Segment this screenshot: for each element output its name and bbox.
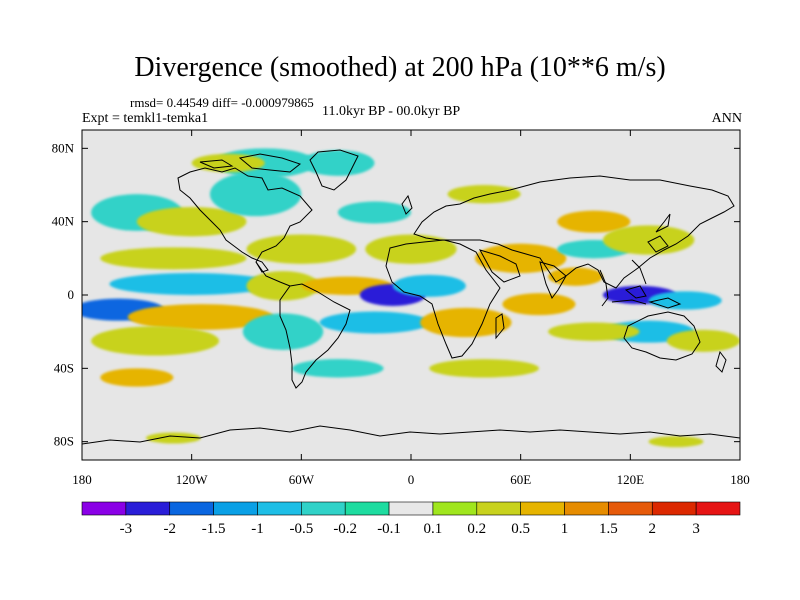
coastline-antarctica xyxy=(82,425,740,445)
anomaly-region xyxy=(100,247,247,270)
anomaly-region xyxy=(91,326,220,356)
coastline-central-america xyxy=(255,261,291,287)
coastline-uk xyxy=(401,194,413,215)
anomaly-region xyxy=(127,304,274,330)
anomaly-region xyxy=(474,243,567,273)
y-tick-label: 80S xyxy=(54,434,74,449)
anomaly-region xyxy=(319,311,430,334)
colorbar-swatch xyxy=(608,501,653,516)
y-tick-label: 40S xyxy=(54,360,74,375)
colorbar-swatch xyxy=(125,501,171,516)
colorbar-label: -1.5 xyxy=(202,521,226,537)
anomaly-region xyxy=(548,322,640,341)
anomaly-region xyxy=(666,329,740,352)
x-tick-label: 60E xyxy=(510,472,531,487)
colorbar-label: 0.5 xyxy=(511,521,530,537)
colorbar-label: -0.1 xyxy=(377,521,401,537)
colorbar-label: 3 xyxy=(692,521,700,537)
anomaly-region xyxy=(548,267,603,286)
y-tick-label: 0 xyxy=(68,287,75,302)
colorbar-swatch xyxy=(213,501,258,516)
anomaly-region xyxy=(209,172,302,217)
coastline-australia xyxy=(623,311,701,361)
x-tick-label: 180 xyxy=(72,472,92,487)
colorbar-label: -2 xyxy=(163,521,176,537)
period-label: 11.0kyr BP - 00.0kyr BP xyxy=(322,104,461,119)
anomaly-region xyxy=(109,273,274,295)
colorbar-swatch xyxy=(81,501,127,516)
coastline-greenland xyxy=(309,149,359,191)
x-tick-label: 120E xyxy=(617,472,645,487)
colorbar-swatch xyxy=(388,501,434,516)
coastline-japan xyxy=(655,213,671,233)
colorbar-label: -0.2 xyxy=(333,521,357,537)
anomaly-region xyxy=(191,153,265,173)
colorbar-swatch xyxy=(520,501,565,516)
coastline-new-zealand xyxy=(715,350,727,373)
colorbar-swatch xyxy=(257,501,302,516)
coastline-north-america xyxy=(177,167,313,273)
anomaly-region xyxy=(557,210,631,233)
experiment-label: Expt = temkl1-temka1 xyxy=(82,111,209,126)
colorbar-swatch xyxy=(432,501,478,516)
anomaly-region xyxy=(246,271,320,301)
anomaly-region xyxy=(420,307,512,338)
x-tick-label: 0 xyxy=(408,472,415,487)
colorbar-label: 0.2 xyxy=(467,521,486,537)
anomaly-region xyxy=(365,234,457,264)
colorbar-swatch xyxy=(344,501,390,516)
coastline-se-asia xyxy=(599,235,682,309)
divergence-field xyxy=(82,148,740,448)
stats-line: rmsd= 0.44549 diff= -0.000979865 xyxy=(130,95,314,110)
y-tick-label: 80N xyxy=(52,140,75,155)
colorbar-swatch xyxy=(564,501,609,516)
season-label: ANN xyxy=(711,111,742,126)
colorbar-label: 0.1 xyxy=(424,521,443,537)
anomaly-region xyxy=(292,359,384,378)
axis-ticks: 180 120W 60W 0 60E 120E 180 80N 40N 0 40S 80S xyxy=(52,130,750,487)
coastline-south-america xyxy=(279,283,351,389)
coastline-eurasia xyxy=(413,175,735,289)
colorbar-label: -3 xyxy=(120,521,133,537)
x-tick-label: 120W xyxy=(176,472,209,487)
anomaly-region xyxy=(337,201,412,224)
colorbar-label: -1 xyxy=(251,521,264,537)
y-tick-label: 40N xyxy=(52,214,75,229)
colorbar-swatch xyxy=(301,501,346,516)
coastline-madagascar xyxy=(495,313,505,340)
colorbar-label: 1 xyxy=(561,521,569,537)
anomaly-region xyxy=(145,432,201,444)
colorbar-label: 2 xyxy=(649,521,657,537)
colorbar-label: -0.5 xyxy=(289,521,313,537)
coastline-india xyxy=(539,261,567,299)
anomaly-region xyxy=(502,293,576,316)
anomaly-region xyxy=(429,359,539,378)
colorbar: -3 -2 -1.5 -1 -0.5 -0.2 -0.1 0.1 0.2 0.5 1 1.5 2 3 xyxy=(81,501,741,537)
colorbar-swatch xyxy=(695,501,741,516)
anomaly-region xyxy=(246,234,357,264)
anomaly-region xyxy=(648,436,704,448)
anomaly-region xyxy=(100,368,174,387)
coastlines xyxy=(82,149,740,445)
coastline-africa xyxy=(385,239,501,359)
colorbar-swatch xyxy=(476,501,521,516)
colorbar-swatch xyxy=(651,501,697,516)
coastline-arctic-islands xyxy=(199,153,302,173)
anomaly-region xyxy=(392,274,466,297)
anomaly-region xyxy=(447,185,521,204)
colorbar-label: 1.5 xyxy=(599,521,618,537)
plot-title: Divergence (smoothed) at 200 hPa (10**6 … xyxy=(134,52,666,83)
anomaly-region xyxy=(648,291,722,310)
x-tick-label: 60W xyxy=(289,472,315,487)
anomaly-region xyxy=(301,150,375,176)
x-tick-label: 180 xyxy=(730,472,750,487)
coastline-arabia xyxy=(478,249,521,283)
anomaly-region xyxy=(602,225,695,255)
colorbar-swatch xyxy=(169,501,214,516)
anomaly-region xyxy=(242,313,324,350)
